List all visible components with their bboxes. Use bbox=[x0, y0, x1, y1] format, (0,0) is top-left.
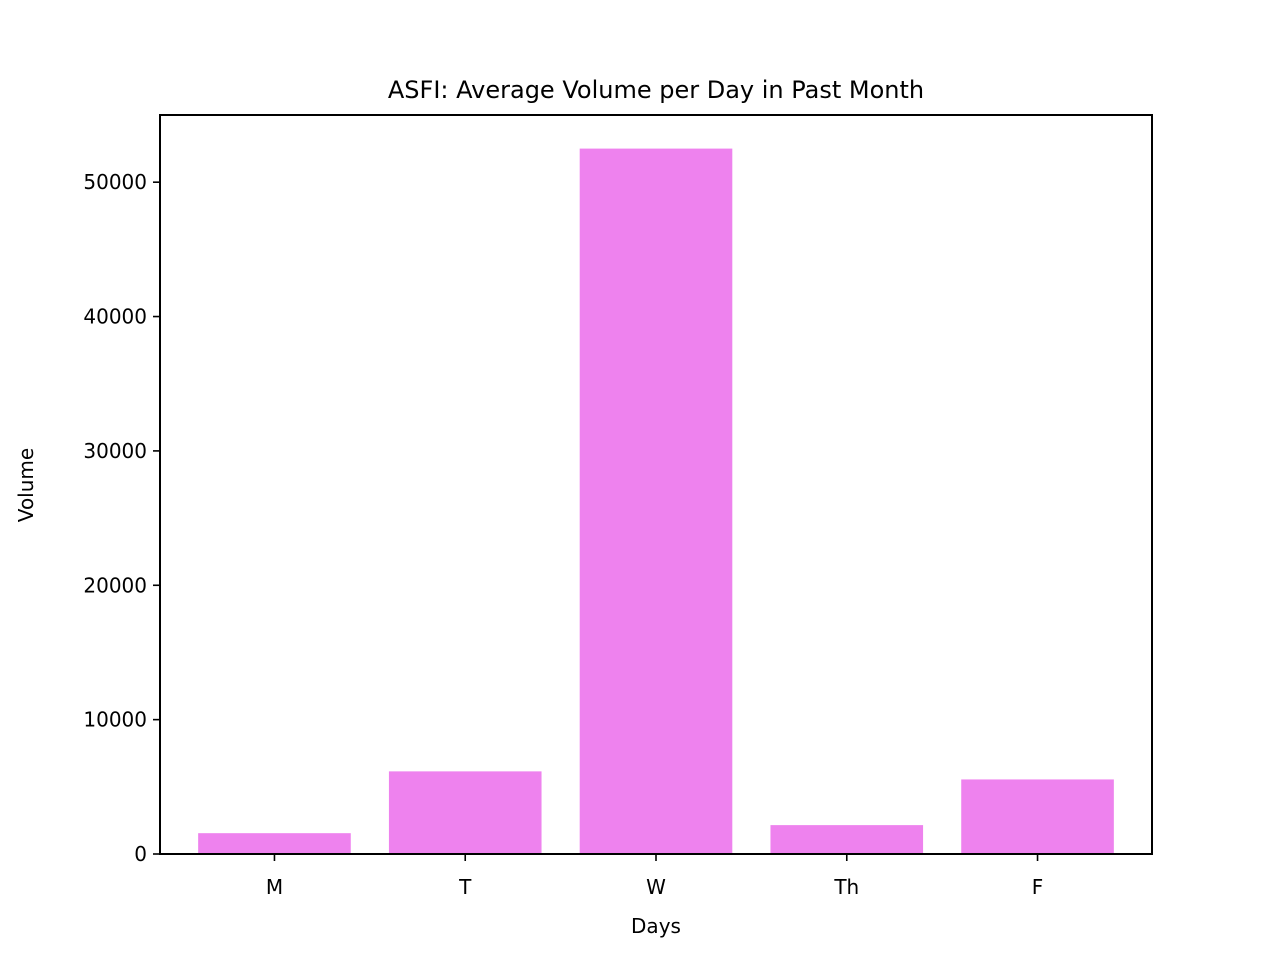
x-axis-label: Days bbox=[631, 914, 681, 938]
bar-t bbox=[388, 771, 542, 854]
x-tick-label: T bbox=[458, 875, 472, 899]
x-tick-label: Th bbox=[833, 875, 859, 899]
bars-layer bbox=[198, 148, 1114, 854]
x-tick-label: W bbox=[646, 875, 666, 899]
bar-f bbox=[961, 779, 1114, 854]
y-tick-label: 0 bbox=[134, 842, 147, 866]
x-tick-label: M bbox=[266, 875, 283, 899]
y-axis-ticks: 0 10000 20000 30000 40000 50000 bbox=[83, 170, 160, 866]
y-tick-label: 20000 bbox=[83, 573, 147, 597]
y-tick-label: 30000 bbox=[83, 439, 147, 463]
y-tick-label: 10000 bbox=[83, 708, 147, 732]
bar-m bbox=[198, 833, 351, 854]
y-tick-label: 40000 bbox=[83, 305, 147, 329]
x-axis-ticks: M T W Th F bbox=[266, 854, 1043, 899]
y-tick-label: 50000 bbox=[83, 170, 147, 194]
bar-w bbox=[579, 148, 733, 854]
x-tick-label: F bbox=[1032, 875, 1044, 899]
chart-title: ASFI: Average Volume per Day in Past Mon… bbox=[388, 76, 924, 104]
y-axis-label: Volume bbox=[14, 448, 38, 522]
bar-th bbox=[770, 825, 924, 854]
